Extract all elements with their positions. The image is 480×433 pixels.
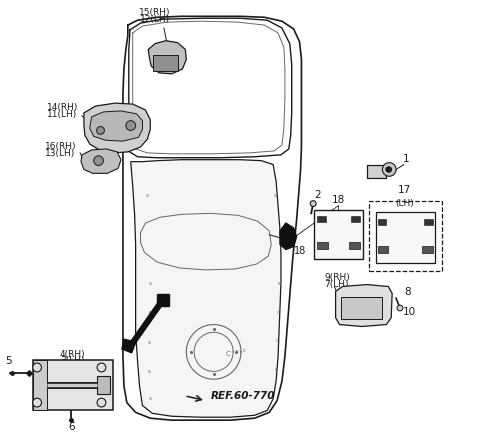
Text: 18: 18: [332, 194, 345, 205]
Polygon shape: [131, 160, 281, 417]
Bar: [367, 165, 386, 178]
Text: 4(RH): 4(RH): [60, 350, 85, 359]
Text: c: c: [275, 367, 277, 372]
Circle shape: [33, 398, 41, 407]
Bar: [351, 216, 360, 222]
Polygon shape: [90, 111, 143, 141]
Polygon shape: [84, 103, 150, 153]
Text: 10: 10: [403, 307, 416, 317]
Text: c: c: [276, 338, 278, 343]
Text: 3(LH): 3(LH): [60, 356, 84, 365]
Circle shape: [33, 363, 41, 372]
Text: s: s: [148, 339, 151, 345]
Bar: [314, 210, 363, 259]
Text: (LH): (LH): [396, 199, 414, 207]
Circle shape: [96, 126, 105, 134]
Text: 16(RH): 16(RH): [45, 142, 76, 151]
Text: s: s: [274, 193, 276, 198]
Bar: [153, 55, 178, 71]
Bar: [33, 360, 47, 410]
Circle shape: [94, 156, 103, 165]
Circle shape: [397, 305, 403, 311]
Bar: [317, 216, 326, 222]
Text: 17: 17: [398, 185, 411, 195]
Circle shape: [383, 163, 396, 176]
Text: c: c: [236, 349, 239, 354]
Text: 6: 6: [68, 422, 74, 432]
Text: 15(RH): 15(RH): [139, 8, 171, 17]
Text: s: s: [149, 281, 152, 286]
Text: 2: 2: [315, 190, 321, 200]
Text: c: c: [242, 349, 245, 353]
Bar: [378, 219, 386, 225]
Text: 1: 1: [403, 154, 409, 164]
Bar: [96, 376, 110, 394]
Text: e: e: [277, 281, 281, 286]
Text: 11(LH): 11(LH): [47, 110, 77, 119]
Text: s: s: [149, 396, 152, 401]
Polygon shape: [122, 339, 136, 353]
Text: REF.60-770: REF.60-770: [211, 391, 275, 401]
Text: s: s: [146, 193, 149, 198]
Text: 5: 5: [5, 355, 12, 365]
Circle shape: [97, 363, 106, 372]
Text: 13(LH): 13(LH): [45, 149, 75, 158]
Text: 8: 8: [404, 287, 410, 297]
Bar: [375, 212, 435, 263]
Text: e: e: [149, 310, 152, 315]
Polygon shape: [157, 294, 169, 306]
Text: 18: 18: [294, 246, 307, 256]
Bar: [422, 246, 433, 253]
Bar: [369, 200, 442, 271]
Bar: [341, 297, 383, 319]
Polygon shape: [148, 41, 186, 74]
Circle shape: [97, 398, 106, 407]
Bar: [349, 242, 360, 249]
Text: s: s: [148, 369, 151, 374]
Bar: [424, 219, 433, 225]
Text: 12(LH): 12(LH): [140, 15, 170, 24]
Polygon shape: [280, 223, 297, 249]
Bar: [378, 246, 388, 253]
Circle shape: [386, 167, 392, 172]
Text: c: c: [276, 310, 279, 315]
Circle shape: [126, 121, 136, 130]
Polygon shape: [336, 284, 392, 326]
Circle shape: [310, 200, 316, 207]
Text: C: C: [226, 351, 231, 357]
Text: 14(RH): 14(RH): [47, 103, 78, 112]
Bar: [33, 360, 113, 410]
Bar: [317, 242, 328, 249]
Polygon shape: [81, 149, 121, 173]
Text: 7(LH): 7(LH): [324, 280, 348, 288]
Text: 9(RH): 9(RH): [324, 273, 349, 282]
